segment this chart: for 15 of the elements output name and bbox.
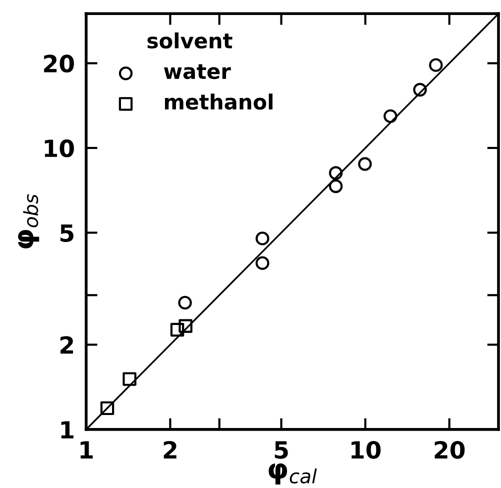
- x-tick-label: 20: [434, 440, 465, 459]
- y-tick-label: 1: [61, 421, 74, 438]
- x-axis-title: φ$_{cal}$: [268, 463, 317, 484]
- x-tick-label: 10: [352, 440, 381, 459]
- y-tick-label: 20: [44, 54, 74, 73]
- legend-label: water: [164, 64, 231, 80]
- y-tick-label: 2: [60, 336, 74, 354]
- x-tick-label: 1: [80, 441, 93, 458]
- y-tick-label: 5: [60, 224, 74, 242]
- y-axis-title: φ$_{obs}$: [18, 194, 40, 248]
- x-tick-label: 5: [274, 441, 288, 459]
- legend-label: methanol: [164, 94, 272, 110]
- legend-title: solvent: [147, 32, 232, 49]
- y-tick-label: 10: [44, 139, 74, 158]
- x-tick-label: 2: [164, 440, 176, 458]
